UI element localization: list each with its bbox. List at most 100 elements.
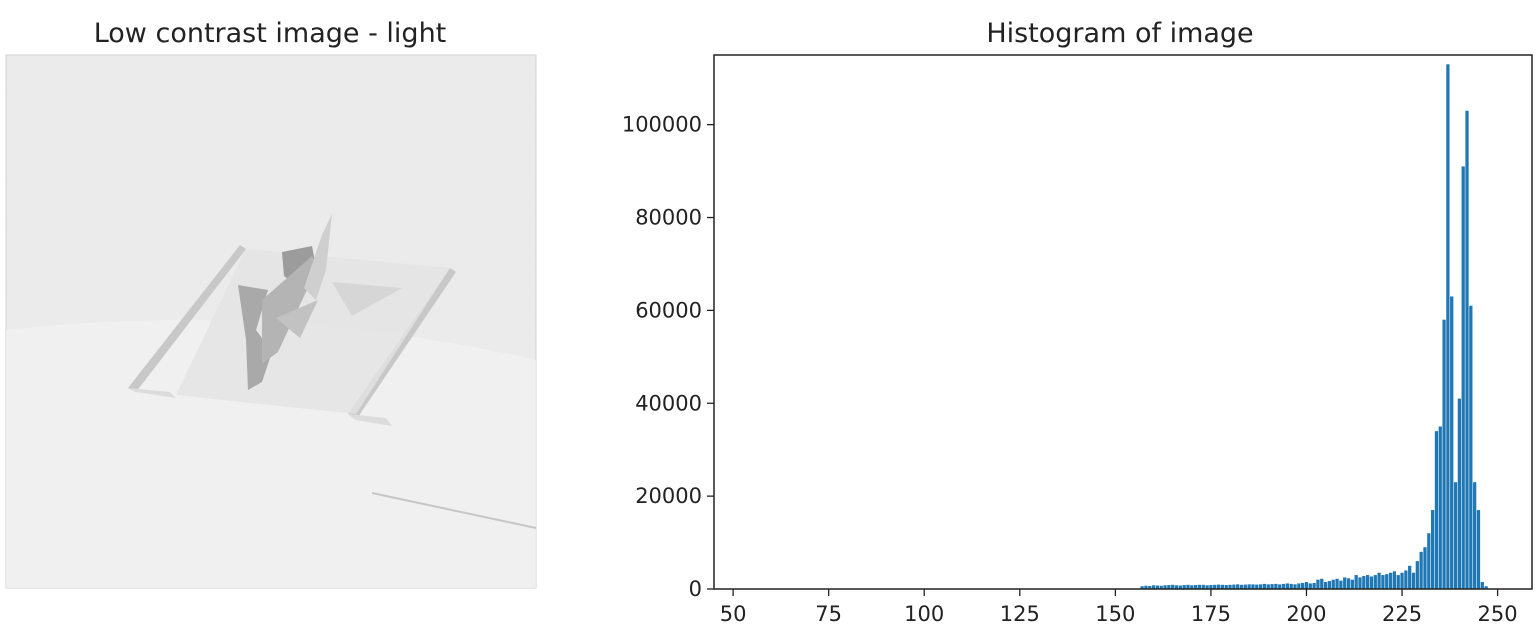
y-tick-label: 80000 <box>635 206 702 230</box>
histogram-bar <box>1381 575 1385 589</box>
histogram-bar <box>1331 579 1335 589</box>
histogram-bar <box>1266 584 1270 589</box>
histogram-bar <box>1144 585 1148 589</box>
histogram-bar <box>1339 580 1343 589</box>
histogram-bar <box>1224 585 1228 589</box>
histogram-bar <box>1308 583 1312 589</box>
y-tick-label: 20000 <box>635 484 702 508</box>
histogram-bar <box>1373 575 1377 589</box>
histogram-bar <box>1411 572 1416 589</box>
histogram-bar <box>1335 578 1339 589</box>
histogram-bar <box>1255 584 1259 589</box>
histogram-bar <box>1427 533 1431 589</box>
histogram-bar <box>1209 585 1213 589</box>
x-tick-label: 150 <box>1095 602 1135 626</box>
histogram-bar <box>1232 584 1236 589</box>
histogram-bar <box>1167 585 1171 589</box>
histogram-bar <box>1228 584 1232 589</box>
histogram-bar <box>1377 572 1381 589</box>
histogram-bar <box>1415 561 1419 589</box>
histogram-bar <box>1270 584 1274 589</box>
histogram-bar <box>1197 584 1202 589</box>
histogram-bar <box>1446 64 1450 590</box>
x-tick-label: 250 <box>1478 602 1518 626</box>
histogram-bar <box>1171 584 1175 589</box>
low-contrast-image <box>5 54 537 589</box>
histogram-bar <box>1388 572 1393 589</box>
histogram-bar <box>1159 585 1163 589</box>
histogram-bar <box>1274 583 1278 589</box>
y-tick-label: 60000 <box>635 298 702 322</box>
histogram-bar <box>1190 585 1194 589</box>
histogram-bar <box>1366 575 1370 589</box>
histogram-bar <box>1358 577 1362 589</box>
histogram-bar <box>1484 586 1488 589</box>
histogram-bar <box>1453 482 1458 589</box>
histogram-bar <box>1396 575 1400 589</box>
histogram-bar <box>1301 582 1305 589</box>
x-tick-label: 225 <box>1382 602 1422 626</box>
histogram-bar <box>1262 583 1267 589</box>
histogram-bar <box>1430 510 1435 589</box>
plot-frame <box>713 54 1533 590</box>
histogram-bar <box>1392 571 1397 589</box>
histogram-bar <box>1243 584 1247 589</box>
x-tick-label: 200 <box>1286 602 1326 626</box>
histogram-bar <box>1354 575 1358 589</box>
histogram-bar <box>1213 584 1217 589</box>
histogram-bar <box>1320 578 1324 589</box>
histogram-bar <box>1476 510 1481 589</box>
histogram-bar <box>1251 584 1255 589</box>
histogram-bar <box>1457 398 1461 589</box>
histogram-bar <box>1369 576 1374 589</box>
histogram-bar <box>1194 585 1198 589</box>
histogram-bar <box>1465 110 1469 589</box>
histogram-bar <box>1174 585 1179 589</box>
histogram-bar <box>1205 585 1209 589</box>
histogram-bar <box>1346 578 1351 589</box>
histogram-bar <box>1151 585 1156 589</box>
histogram-bar <box>1473 482 1477 589</box>
histogram-bar <box>1201 584 1205 589</box>
histogram-bar <box>1404 570 1408 589</box>
histogram-bar <box>1419 551 1423 589</box>
histogram-chart: Histogram of image 50 75 100 125 150 175 200 22… <box>622 18 1533 626</box>
left-image-title: Low contrast image - light <box>94 18 447 49</box>
histogram-bar <box>1423 547 1427 589</box>
histogram-bar <box>1312 582 1316 589</box>
histogram-bar <box>1289 583 1293 589</box>
histogram-bar <box>1178 585 1182 589</box>
x-axis: 50 75 100 125 150 175 200 225 250 <box>720 589 1518 626</box>
histogram-bar <box>1316 579 1320 589</box>
chart-title: Histogram of image <box>986 18 1253 49</box>
histogram-bar <box>1343 577 1347 589</box>
histogram-bar <box>1400 572 1404 589</box>
histogram-bar <box>1236 584 1240 589</box>
histogram-bar <box>1293 584 1297 589</box>
y-tick-label: 40000 <box>635 391 702 415</box>
x-tick-label: 100 <box>904 602 944 626</box>
histogram-bar <box>1438 426 1442 589</box>
histogram-bar <box>1148 585 1152 589</box>
histogram-bar <box>1442 319 1446 589</box>
histogram-bar <box>1163 585 1167 589</box>
histogram-bar <box>1182 585 1186 589</box>
histogram-bar <box>1469 305 1473 589</box>
histogram-bar <box>1350 579 1354 589</box>
histogram-bar <box>1385 574 1389 589</box>
histogram-bar <box>1186 584 1190 589</box>
histogram-bar <box>1220 584 1225 589</box>
histogram-bar <box>1258 584 1263 589</box>
left-panel: Low contrast image - light <box>5 18 537 589</box>
histogram-bar <box>1297 583 1301 589</box>
histogram-bar <box>1461 166 1465 589</box>
histogram-bar <box>1450 296 1454 589</box>
y-axis: 0 20000 40000 60000 80000 100000 <box>622 113 714 601</box>
y-tick-label: 0 <box>689 577 702 601</box>
histogram-bar <box>1247 584 1251 589</box>
x-tick-label: 175 <box>1191 602 1231 626</box>
histogram-bar <box>1239 584 1244 589</box>
histogram-bar <box>1278 584 1282 589</box>
histogram-bar <box>1285 583 1289 589</box>
